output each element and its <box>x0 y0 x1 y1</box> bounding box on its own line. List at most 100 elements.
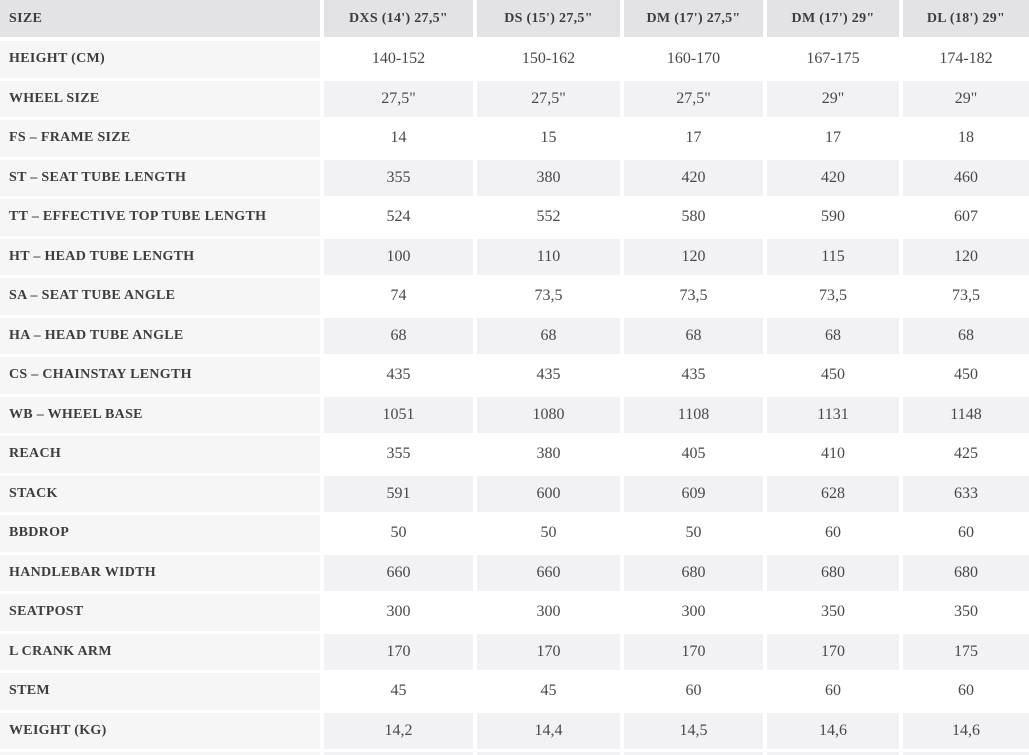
row-label: TT – EFFECTIVE TOP TUBE LENGTH <box>0 199 324 239</box>
value-cell: 60 <box>624 673 767 713</box>
value-cell: 14,6 <box>767 712 903 752</box>
value-cell: 600 <box>477 475 624 515</box>
value-cell: 68 <box>324 317 477 357</box>
value-cell: 607 <box>903 199 1029 239</box>
value-cell: 380 <box>477 159 624 199</box>
value-cell: 17 <box>767 120 903 160</box>
value-cell: 14 <box>324 120 477 160</box>
table-row: BBDROP 50 50 50 60 60 <box>0 515 1029 555</box>
value-cell: 14,2 <box>324 712 477 752</box>
value-cell: 15 <box>477 120 624 160</box>
value-cell: 1131 <box>767 396 903 436</box>
value-cell: 29" <box>903 80 1029 120</box>
value-cell: 355 <box>324 436 477 476</box>
value-cell: 460 <box>903 159 1029 199</box>
row-label <box>0 752 324 755</box>
value-cell: 552 <box>477 199 624 239</box>
value-cell: 73,5 <box>767 278 903 318</box>
value-cell: 27,5" <box>624 80 767 120</box>
value-cell: 50 <box>624 515 767 555</box>
table-row: TT – EFFECTIVE TOP TUBE LENGTH 524 552 580 5… <box>0 199 1029 239</box>
value-cell: 170 <box>477 633 624 673</box>
row-label: BBDROP <box>0 515 324 555</box>
table-row: CS – CHAINSTAY LENGTH 435 435 435 450 450 <box>0 357 1029 397</box>
value-cell: 27,5" <box>324 80 477 120</box>
value-cell: 50 <box>477 515 624 555</box>
value-cell: 27,5" <box>477 80 624 120</box>
table-row: FS – FRAME SIZE 14 15 17 17 18 <box>0 120 1029 160</box>
value-cell: 633 <box>903 475 1029 515</box>
value-cell: 1108 <box>624 396 767 436</box>
value-cell: 425 <box>903 436 1029 476</box>
row-label: WEIGHT (KG) <box>0 712 324 752</box>
row-label: STEM <box>0 673 324 713</box>
row-label: L CRANK ARM <box>0 633 324 673</box>
value-cell: 170 <box>767 633 903 673</box>
value-cell: 60 <box>767 673 903 713</box>
column-header: DL (18') 29" <box>903 0 1029 41</box>
value-cell: 60 <box>767 515 903 555</box>
value-cell: 140-152 <box>324 41 477 81</box>
value-cell: 1148 <box>903 396 1029 436</box>
value-cell: 45 <box>477 673 624 713</box>
value-cell: 14,5 <box>624 712 767 752</box>
value-cell: 410 <box>767 436 903 476</box>
value-cell: 14,4 <box>477 712 624 752</box>
value-cell: 120 <box>903 238 1029 278</box>
row-label: HT – HEAD TUBE LENGTH <box>0 238 324 278</box>
value-cell: 60 <box>903 673 1029 713</box>
table-row: HA – HEAD TUBE ANGLE 68 68 68 68 68 <box>0 317 1029 357</box>
value-cell: 1080 <box>477 396 624 436</box>
value-cell: 435 <box>624 357 767 397</box>
column-header: DXS (14') 27,5" <box>324 0 477 41</box>
value-cell: 14,6 <box>903 712 1029 752</box>
value-cell: 174-182 <box>903 41 1029 81</box>
table-row: SEATPOST 300 300 300 350 350 <box>0 594 1029 634</box>
table-row: ST – SEAT TUBE LENGTH 355 380 420 420 460 <box>0 159 1029 199</box>
value-cell: 110 <box>477 238 624 278</box>
value-cell <box>324 752 477 755</box>
value-cell: 420 <box>767 159 903 199</box>
value-cell: 524 <box>324 199 477 239</box>
value-cell <box>903 752 1029 755</box>
value-cell: 355 <box>324 159 477 199</box>
row-label: ST – SEAT TUBE LENGTH <box>0 159 324 199</box>
value-cell: 680 <box>903 554 1029 594</box>
row-label: HANDLEBAR WIDTH <box>0 554 324 594</box>
value-cell: 68 <box>624 317 767 357</box>
value-cell: 73,5 <box>477 278 624 318</box>
value-cell: 450 <box>903 357 1029 397</box>
row-label: SA – SEAT TUBE ANGLE <box>0 278 324 318</box>
value-cell: 175 <box>903 633 1029 673</box>
header-row: SIZE DXS (14') 27,5" DS (15') 27,5" DM (17'… <box>0 0 1029 41</box>
value-cell: 167-175 <box>767 41 903 81</box>
value-cell: 609 <box>624 475 767 515</box>
table-row: STACK 591 600 609 628 633 <box>0 475 1029 515</box>
value-cell: 660 <box>324 554 477 594</box>
value-cell: 160-170 <box>624 41 767 81</box>
row-label: HA – HEAD TUBE ANGLE <box>0 317 324 357</box>
table-row: STEM 45 45 60 60 60 <box>0 673 1029 713</box>
value-cell: 300 <box>477 594 624 634</box>
value-cell: 170 <box>624 633 767 673</box>
value-cell: 420 <box>624 159 767 199</box>
value-cell: 590 <box>767 199 903 239</box>
table-row: WB – WHEEL BASE 1051 1080 1108 1131 1148 <box>0 396 1029 436</box>
value-cell: 120 <box>624 238 767 278</box>
value-cell: 170 <box>324 633 477 673</box>
value-cell: 68 <box>767 317 903 357</box>
value-cell <box>624 752 767 755</box>
row-label: SEATPOST <box>0 594 324 634</box>
value-cell: 73,5 <box>903 278 1029 318</box>
value-cell: 68 <box>477 317 624 357</box>
value-cell: 74 <box>324 278 477 318</box>
table-body: HEIGHT (CM) 140-152 150-162 160-170 167-175 1… <box>0 41 1029 755</box>
row-label: REACH <box>0 436 324 476</box>
value-cell: 300 <box>324 594 477 634</box>
clipped-next-row <box>0 752 1029 755</box>
row-label: HEIGHT (CM) <box>0 41 324 81</box>
value-cell: 405 <box>624 436 767 476</box>
table-row: WEIGHT (KG) 14,2 14,4 14,5 14,6 14,6 <box>0 712 1029 752</box>
